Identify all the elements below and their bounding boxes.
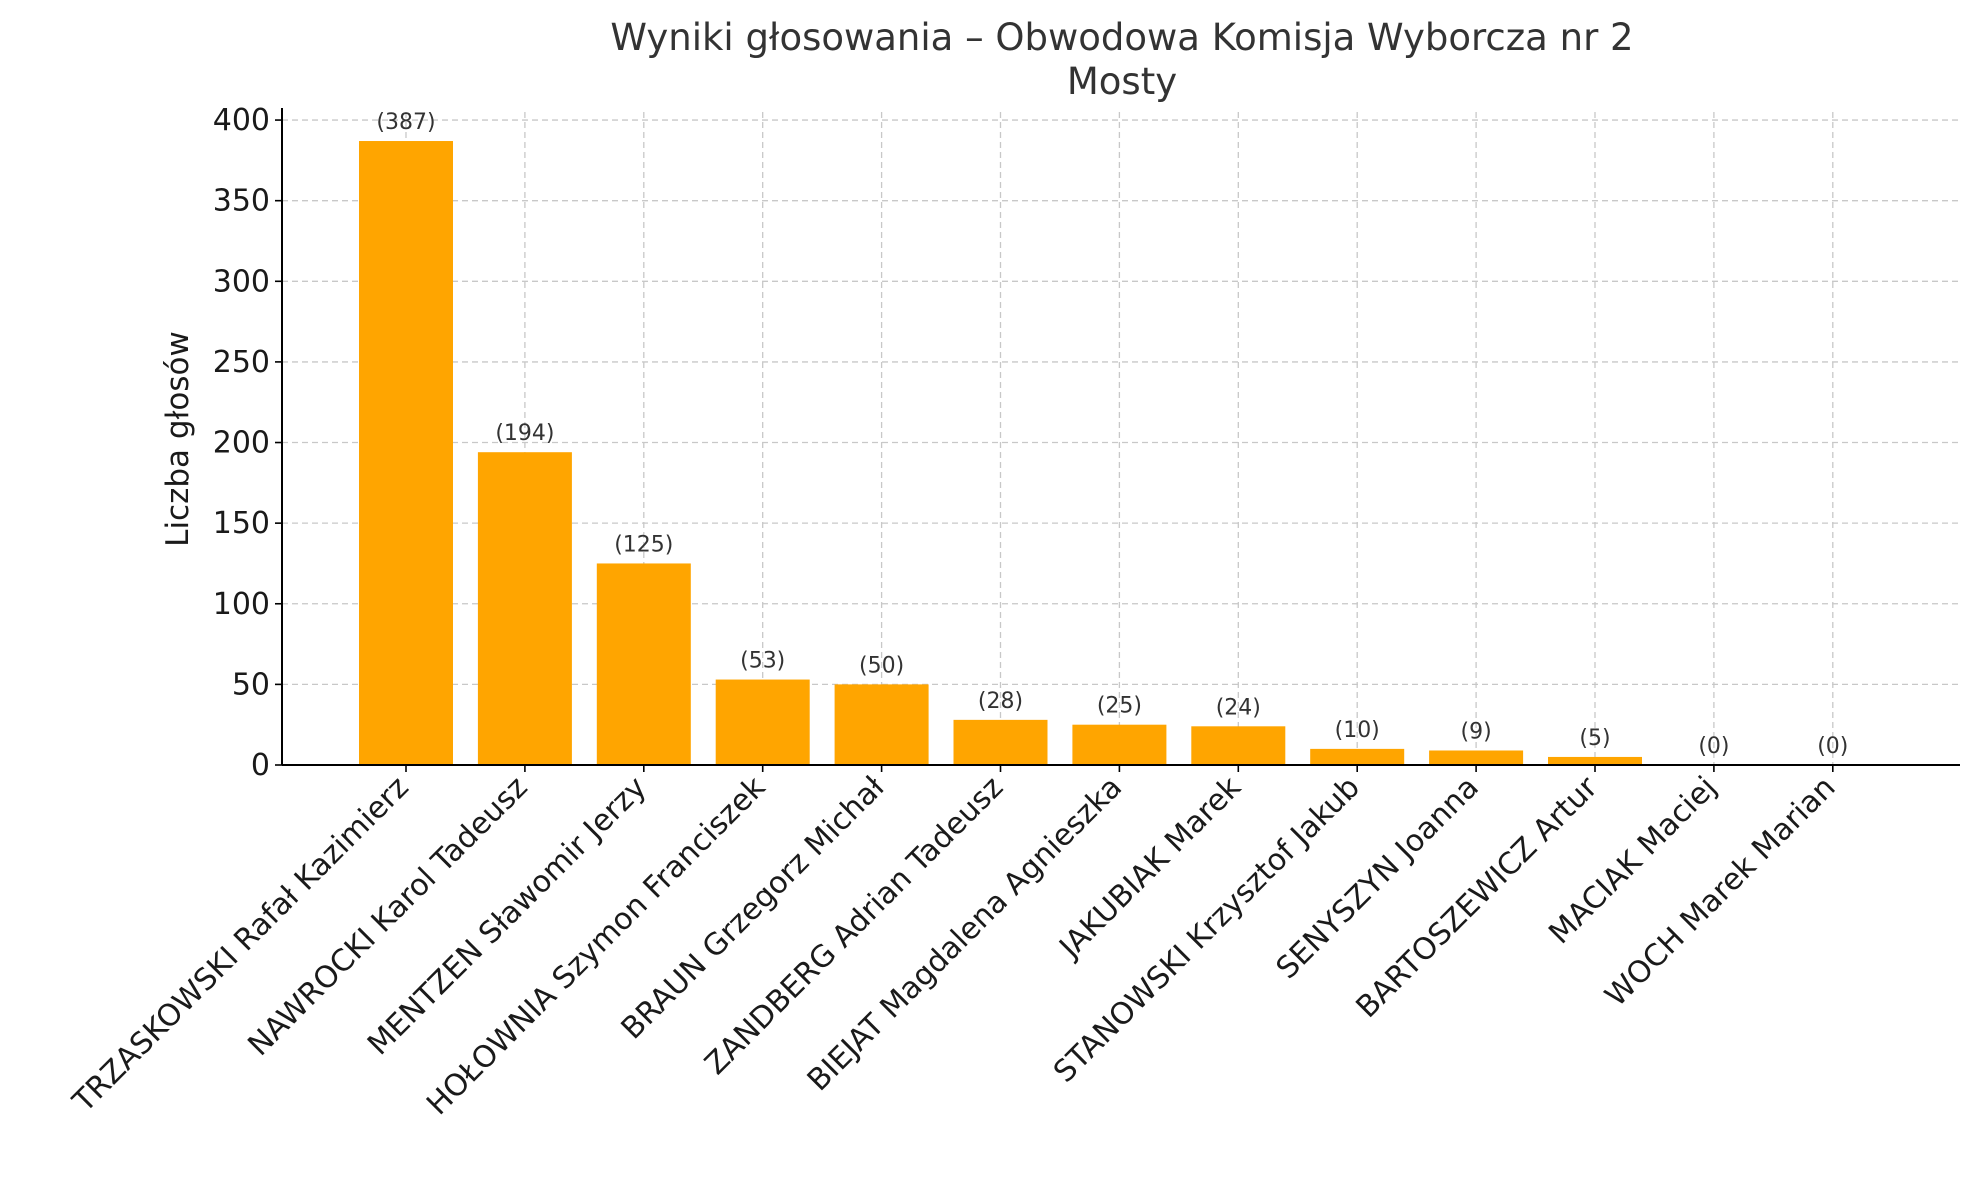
- bar: [1429, 750, 1524, 765]
- y-tick-label: 0: [251, 748, 270, 783]
- bars: [359, 141, 1642, 765]
- data-label: (0): [1817, 734, 1848, 759]
- bar: [596, 563, 691, 765]
- y-tick-label: 150: [213, 506, 270, 541]
- data-label: (0): [1698, 734, 1729, 759]
- y-tick-label: 100: [213, 587, 270, 622]
- x-tick-label: WOCH Marek Marian: [1599, 770, 1843, 1014]
- data-label: (5): [1579, 726, 1610, 751]
- bar: [715, 679, 810, 765]
- bar: [1310, 748, 1405, 765]
- bar: [477, 452, 572, 765]
- data-label: (25): [1097, 694, 1142, 719]
- x-tick-label: SENYSZYN Joanna: [1270, 770, 1486, 986]
- data-label: (194): [495, 421, 554, 446]
- x-tick-label: BARTOSZEWICZ Artur: [1350, 769, 1606, 1025]
- bar: [1548, 756, 1642, 765]
- chart-title: Wyniki głosowania – Obwodowa Komisja Wyb…: [610, 16, 1633, 59]
- data-label: (28): [978, 689, 1023, 714]
- data-label: (50): [859, 653, 904, 678]
- axes: [275, 108, 1960, 772]
- data-label: (10): [1335, 718, 1380, 743]
- bar: [953, 719, 1048, 765]
- y-tick-label: 350: [213, 184, 270, 219]
- y-tick-label: 300: [213, 264, 270, 299]
- y-tick-label: 200: [213, 426, 270, 461]
- data-label: (24): [1216, 695, 1261, 720]
- data-label: (387): [376, 110, 435, 135]
- chart-subtitle: Mosty: [1067, 60, 1177, 103]
- bar: [834, 684, 929, 765]
- y-tick-label: 50: [232, 667, 270, 702]
- bar: [1191, 726, 1286, 765]
- data-label: (53): [740, 649, 785, 674]
- y-tick-label: 250: [213, 345, 270, 380]
- data-label: (125): [614, 532, 673, 557]
- bar: [359, 141, 453, 765]
- data-label: (9): [1461, 719, 1492, 744]
- y-tick-label: 400: [213, 103, 270, 138]
- y-axis-label: Liczba głosów: [160, 331, 196, 547]
- bar: [1072, 724, 1167, 765]
